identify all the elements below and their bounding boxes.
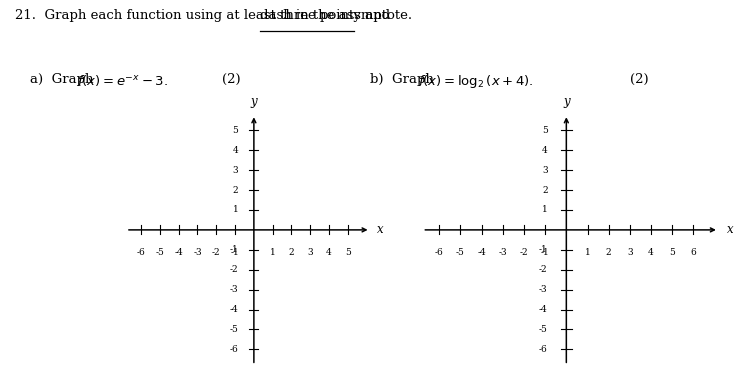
Text: 5: 5 bbox=[233, 126, 239, 135]
Text: 4: 4 bbox=[326, 248, 332, 257]
Text: 3: 3 bbox=[233, 166, 239, 175]
Text: -4: -4 bbox=[230, 305, 239, 314]
Text: 3: 3 bbox=[308, 248, 313, 257]
Text: -2: -2 bbox=[539, 265, 548, 274]
Text: -3: -3 bbox=[499, 248, 507, 257]
Text: b)  Graph: b) Graph bbox=[370, 73, 443, 86]
Text: -6: -6 bbox=[230, 345, 239, 354]
Text: -3: -3 bbox=[230, 285, 239, 294]
Text: -5: -5 bbox=[456, 248, 465, 257]
Text: -2: -2 bbox=[230, 265, 239, 274]
Text: -5: -5 bbox=[539, 325, 548, 334]
Text: -5: -5 bbox=[230, 325, 239, 334]
Text: -3: -3 bbox=[193, 248, 202, 257]
Text: -4: -4 bbox=[174, 248, 183, 257]
Text: 5: 5 bbox=[542, 126, 548, 135]
Text: 1: 1 bbox=[233, 206, 239, 214]
Text: x: x bbox=[377, 223, 384, 237]
Text: 21.  Graph each function using at least three points and: 21. Graph each function using at least t… bbox=[15, 10, 394, 23]
Text: -4: -4 bbox=[539, 305, 548, 314]
Text: 5: 5 bbox=[345, 248, 351, 257]
Text: $f(x)=\log_2(x+4).$: $f(x)=\log_2(x+4).$ bbox=[418, 73, 534, 90]
Text: 3: 3 bbox=[542, 166, 548, 175]
Text: x: x bbox=[727, 223, 734, 237]
Text: 2: 2 bbox=[606, 248, 611, 257]
Text: -1: -1 bbox=[541, 248, 550, 257]
Text: y: y bbox=[563, 94, 570, 108]
Text: 1: 1 bbox=[270, 248, 276, 257]
Text: -3: -3 bbox=[539, 285, 548, 294]
Text: -1: -1 bbox=[230, 245, 239, 254]
Text: 2: 2 bbox=[289, 248, 294, 257]
Text: (2): (2) bbox=[222, 73, 241, 86]
Text: dash in the asymptote.: dash in the asymptote. bbox=[260, 10, 412, 23]
Text: y: y bbox=[250, 94, 257, 108]
Text: -2: -2 bbox=[519, 248, 528, 257]
Text: 1: 1 bbox=[585, 248, 591, 257]
Text: -5: -5 bbox=[156, 248, 165, 257]
Text: -6: -6 bbox=[136, 248, 145, 257]
Text: (2): (2) bbox=[630, 73, 648, 86]
Text: -2: -2 bbox=[212, 248, 221, 257]
Text: 4: 4 bbox=[542, 146, 548, 155]
Text: -6: -6 bbox=[435, 248, 444, 257]
Text: $f(x)=e^{-x}-3.$: $f(x)=e^{-x}-3.$ bbox=[77, 73, 167, 88]
Text: 6: 6 bbox=[691, 248, 697, 257]
Text: 2: 2 bbox=[542, 186, 548, 194]
Text: 1: 1 bbox=[542, 206, 548, 214]
Text: -4: -4 bbox=[477, 248, 486, 257]
Text: 2: 2 bbox=[233, 186, 239, 194]
Text: 4: 4 bbox=[233, 146, 239, 155]
Text: 5: 5 bbox=[669, 248, 675, 257]
Text: -1: -1 bbox=[539, 245, 548, 254]
Text: -1: -1 bbox=[230, 248, 239, 257]
Text: 4: 4 bbox=[648, 248, 654, 257]
Text: 3: 3 bbox=[627, 248, 633, 257]
Text: a)  Graph: a) Graph bbox=[30, 73, 102, 86]
Text: -6: -6 bbox=[539, 345, 548, 354]
